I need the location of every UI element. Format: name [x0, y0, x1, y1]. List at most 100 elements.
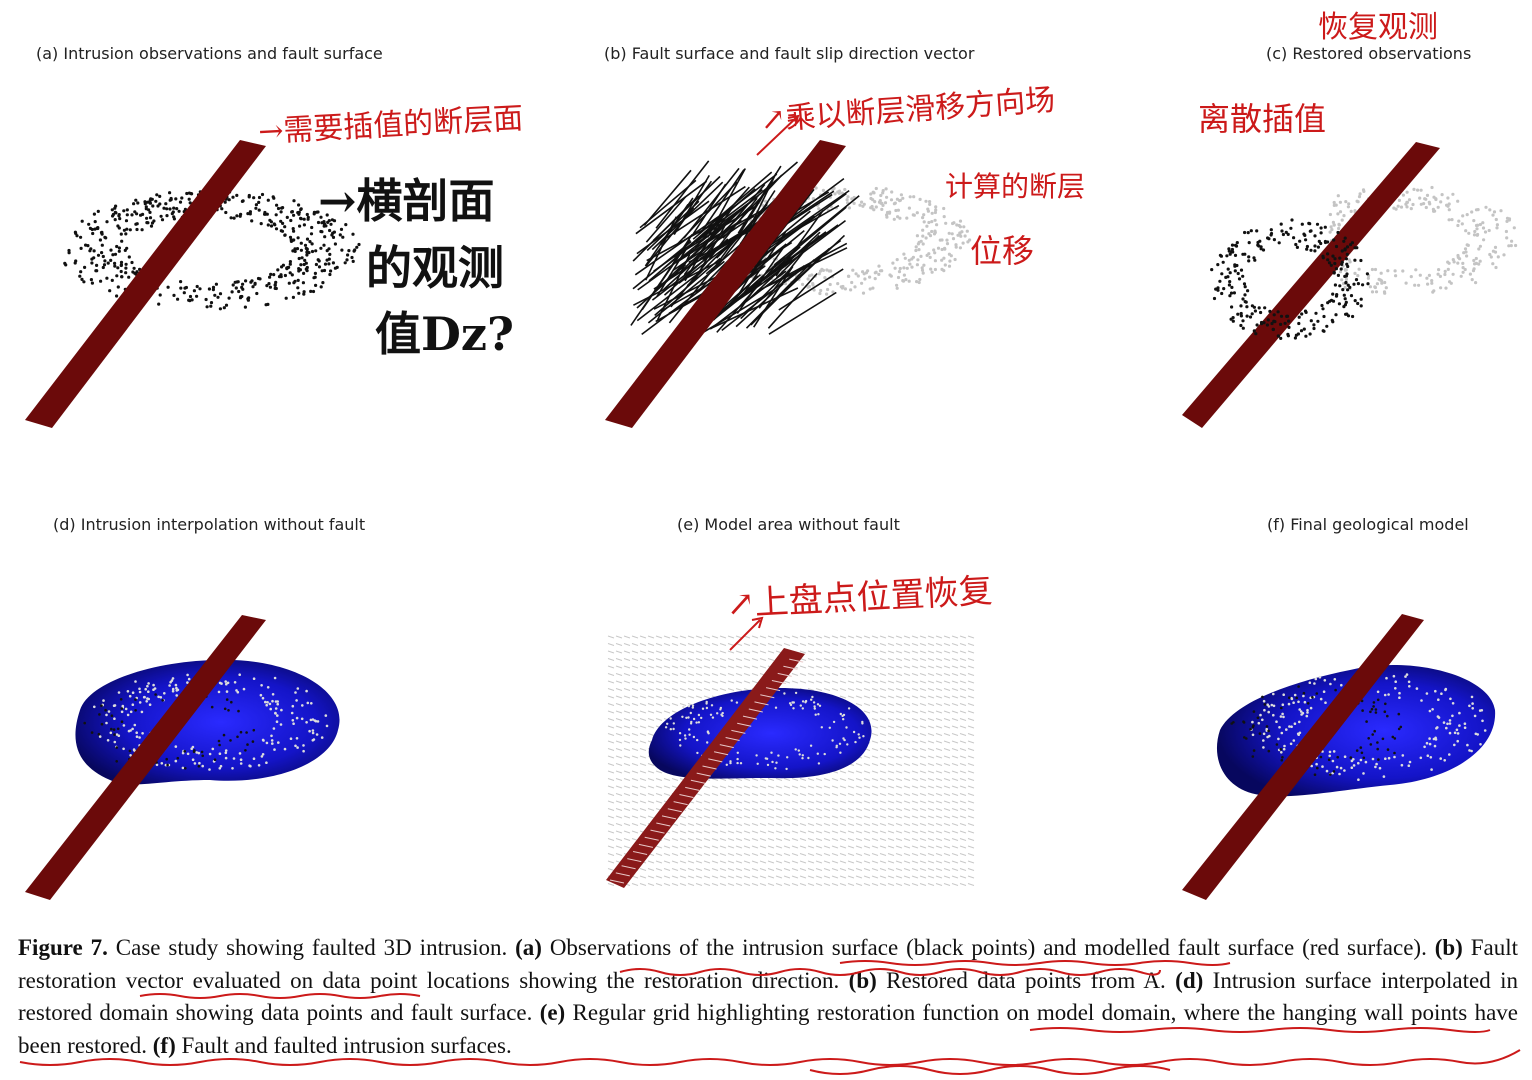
grid-vector	[847, 815, 855, 819]
grid-vector	[887, 883, 895, 886]
grid-vector	[735, 673, 743, 676]
data-point	[1424, 205, 1428, 210]
data-point	[885, 213, 889, 217]
grid-vector	[903, 740, 911, 744]
data-point	[259, 222, 263, 226]
slip-vector	[683, 209, 732, 276]
grid-vector	[735, 688, 743, 691]
data-point	[1337, 302, 1341, 306]
data-point	[1275, 720, 1278, 723]
grid-vector	[839, 845, 847, 849]
data-point	[204, 297, 208, 302]
data-point	[279, 229, 283, 233]
grid-vector	[919, 695, 927, 699]
grid-vector	[911, 778, 919, 781]
data-point	[124, 271, 128, 275]
data-point	[1451, 714, 1454, 718]
grid-vector	[967, 823, 975, 826]
data-point	[918, 197, 922, 201]
data-point	[89, 278, 93, 282]
data-point	[1443, 759, 1446, 762]
data-point	[1333, 678, 1337, 681]
grid-vector	[951, 733, 959, 736]
data-point	[331, 235, 336, 239]
data-point	[165, 214, 169, 218]
grid-vector	[639, 635, 647, 639]
grid-vector	[839, 650, 847, 654]
grid-vector	[911, 650, 919, 654]
grid-vector	[863, 710, 871, 714]
data-point	[222, 306, 226, 310]
grid-vector	[927, 808, 935, 811]
data-point	[328, 252, 332, 256]
grid-vector	[951, 838, 959, 841]
grid-vector	[815, 845, 823, 849]
data-point	[1344, 257, 1348, 261]
grid-vector	[823, 868, 831, 871]
slip-vector	[656, 247, 688, 297]
data-point	[682, 705, 685, 709]
grid-vector	[871, 800, 879, 804]
grid-vector	[647, 703, 655, 706]
grid-vector	[815, 643, 823, 646]
data-point	[1239, 311, 1243, 316]
grid-vector	[847, 635, 855, 639]
grid-vector	[679, 883, 687, 886]
data-point	[1258, 732, 1262, 735]
data-point	[1458, 724, 1461, 727]
data-point	[1366, 276, 1370, 280]
grid-vector	[823, 785, 831, 789]
grid-vector	[879, 665, 887, 669]
data-point	[1340, 278, 1344, 282]
data-point	[246, 743, 249, 746]
data-point	[934, 205, 938, 209]
grid-vector	[831, 860, 839, 864]
grid-vector	[711, 875, 719, 879]
data-point	[1332, 203, 1336, 207]
data-point	[1269, 228, 1273, 232]
data-point	[898, 198, 902, 202]
data-point	[813, 705, 816, 708]
data-point	[1292, 236, 1296, 240]
data-point	[691, 706, 694, 709]
data-point	[1474, 732, 1478, 736]
data-point	[1353, 258, 1357, 262]
data-point	[1321, 307, 1325, 311]
grid-vector	[863, 673, 871, 676]
data-point	[1257, 721, 1261, 725]
data-point	[1360, 751, 1364, 755]
data-point	[296, 746, 299, 749]
data-point	[839, 285, 843, 289]
data-point	[885, 195, 889, 199]
data-point	[283, 273, 287, 278]
data-point	[1285, 314, 1289, 318]
grid-vector	[927, 800, 935, 804]
grid-vector	[615, 733, 623, 736]
data-point	[138, 687, 141, 691]
data-point	[858, 203, 862, 207]
grid-vector	[783, 860, 791, 864]
data-point	[1481, 221, 1485, 225]
data-point	[267, 282, 271, 286]
data-point	[1357, 778, 1360, 781]
data-point	[958, 246, 962, 250]
data-point	[351, 232, 355, 236]
data-point	[110, 278, 114, 282]
grid-vector	[623, 793, 631, 796]
grid-vector	[887, 838, 895, 841]
grid-vector	[887, 845, 895, 849]
grid-vector	[623, 635, 631, 639]
data-point	[1376, 741, 1379, 744]
data-point	[1387, 756, 1391, 760]
data-point	[120, 710, 124, 714]
grid-vector	[959, 845, 967, 849]
grid-vector	[759, 635, 767, 639]
grid-vector	[631, 800, 639, 804]
data-point	[1461, 214, 1465, 218]
data-point	[1464, 250, 1468, 254]
grid-vector	[855, 680, 863, 684]
data-point	[1216, 286, 1220, 290]
grid-vector	[863, 643, 871, 646]
grid-vector	[951, 778, 959, 781]
data-point	[113, 717, 116, 720]
